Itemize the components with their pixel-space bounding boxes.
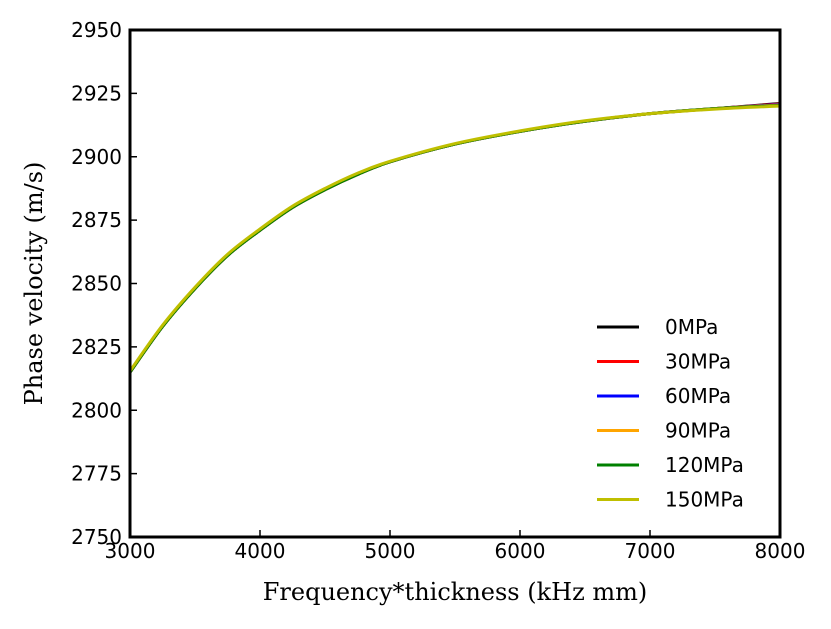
x-tick-label: 6000 <box>495 539 546 563</box>
legend-label-0mpa: 0MPa <box>665 315 718 339</box>
y-tick-label: 2800 <box>71 398 122 422</box>
y-tick-label: 2825 <box>71 335 122 359</box>
y-tick-label: 2775 <box>71 462 122 486</box>
y-tick-label: 2925 <box>71 81 122 105</box>
y-tick-label: 2950 <box>71 18 122 42</box>
y-tick-label: 2850 <box>71 272 122 296</box>
x-tick-label: 5000 <box>365 539 416 563</box>
y-tick-label: 2875 <box>71 208 122 232</box>
series-line-150mpa <box>128 104 781 372</box>
y-axis-title: Phase velocity (m/s) <box>20 162 48 406</box>
legend-label-120mpa: 120MPa <box>665 453 744 477</box>
legend-label-90mpa: 90MPa <box>665 419 731 443</box>
legend: 0MPa 30MPa 60MPa 90MPa 120MPa 150MPa <box>597 315 744 512</box>
legend-label-60mpa: 60MPa <box>665 384 731 408</box>
legend-label-150mpa: 150MPa <box>665 488 744 512</box>
x-tick-label: 3000 <box>105 539 156 563</box>
axis-ticks: 3000 4000 5000 6000 7000 8000 2750 2775 2800 2825… <box>71 18 805 563</box>
y-tick-label: 2900 <box>71 145 122 169</box>
x-tick-label: 4000 <box>235 539 286 563</box>
legend-label-30mpa: 30MPa <box>665 350 731 374</box>
series-lines <box>128 102 781 374</box>
x-axis-title: Frequency*thickness (kHz mm) <box>263 578 647 606</box>
x-tick-label: 7000 <box>625 539 676 563</box>
x-tick-label: 8000 <box>755 539 806 563</box>
y-tick-label: 2750 <box>71 525 122 549</box>
